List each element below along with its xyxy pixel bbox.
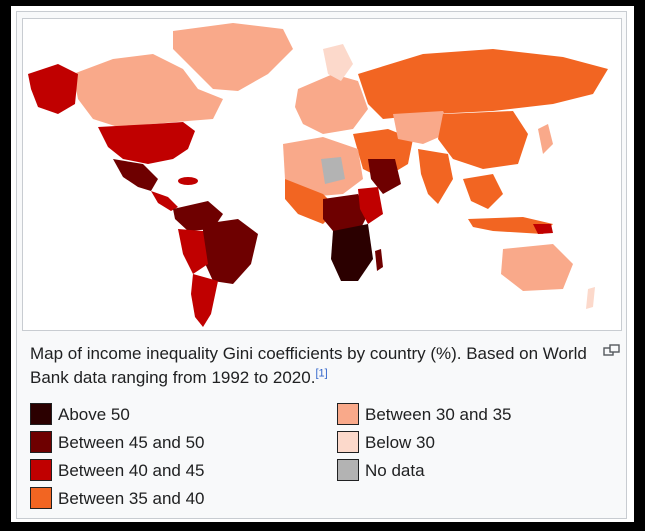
region-greenland — [173, 23, 293, 91]
image-frame: Map of income inequality Gini coefficien… — [11, 6, 634, 522]
legend-swatch — [337, 459, 359, 482]
legend-swatch — [30, 459, 52, 482]
region-andes — [178, 229, 208, 274]
map-thumbnail: Map of income inequality Gini coefficien… — [16, 11, 627, 519]
region-alaska — [28, 64, 78, 114]
legend-item-35-40: Between 35 and 40 — [30, 487, 205, 511]
legend-swatch — [30, 487, 52, 510]
region-usa — [98, 122, 195, 164]
legend-swatch — [30, 431, 52, 454]
legend-item-45-50: Between 45 and 50 — [30, 431, 205, 455]
region-central-asia — [393, 111, 453, 144]
legend-label: Between 30 and 35 — [365, 405, 512, 424]
region-europe — [295, 74, 368, 134]
region-middle-east — [353, 129, 413, 179]
region-png — [533, 224, 553, 234]
legend-label: No data — [365, 461, 425, 480]
world-map[interactable] — [22, 18, 622, 331]
region-sahara-nodata — [321, 157, 345, 184]
map-caption: Map of income inequality Gini coefficien… — [30, 342, 595, 390]
region-new-zealand — [586, 287, 595, 309]
region-east-africa — [358, 187, 383, 224]
legend-label: Between 45 and 50 — [58, 433, 205, 452]
legend-label: Between 35 and 40 — [58, 489, 205, 508]
legend-item-below-30: Below 30 — [337, 431, 435, 455]
magnify-icon[interactable] — [603, 344, 621, 358]
region-caribbean — [178, 177, 198, 185]
legend-item-no-data: No data — [337, 459, 425, 483]
region-india — [418, 149, 453, 204]
legend-item-above-50: Above 50 — [30, 403, 130, 427]
legend-swatch — [337, 431, 359, 454]
region-madagascar — [375, 249, 383, 271]
world-map-svg — [23, 19, 621, 330]
region-china — [438, 111, 528, 169]
region-southern-cone — [191, 274, 218, 327]
region-canada — [73, 54, 223, 127]
caption-reference-link[interactable]: [1] — [315, 367, 328, 380]
region-australia — [501, 244, 573, 291]
region-arabia — [368, 159, 401, 194]
region-japan — [538, 124, 553, 154]
legend-swatch — [337, 403, 359, 426]
region-central-america — [151, 191, 178, 211]
region-scandinavia — [323, 44, 353, 81]
legend-label: Below 30 — [365, 433, 435, 452]
legend-item-40-45: Between 40 and 45 — [30, 459, 205, 483]
legend-label: Between 40 and 45 — [58, 461, 205, 480]
region-indonesia — [468, 217, 553, 234]
region-mexico — [113, 159, 158, 191]
legend-label: Above 50 — [58, 405, 130, 424]
region-russia — [358, 49, 608, 119]
region-brazil — [203, 219, 258, 284]
caption-text: Map of income inequality Gini coefficien… — [30, 344, 587, 387]
legend-item-30-35: Between 30 and 35 — [337, 403, 512, 427]
region-se-asia — [463, 174, 503, 209]
region-central-africa — [323, 194, 368, 234]
legend-swatch — [30, 403, 52, 426]
region-southern-africa — [331, 224, 373, 281]
